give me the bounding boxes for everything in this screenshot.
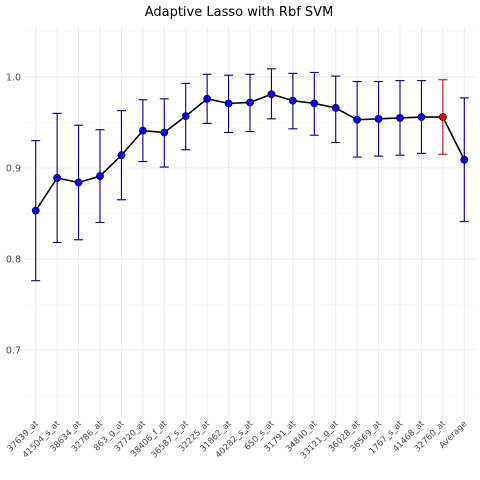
data-point xyxy=(310,99,319,108)
y-tick-label: 0.8 xyxy=(6,254,21,265)
data-point xyxy=(417,113,426,121)
x-axis-ticks: 37639_at41504_s_at38634_at32786_at863_g_… xyxy=(6,419,470,462)
data-point-highlight xyxy=(438,113,447,121)
data-point xyxy=(331,104,340,112)
data-point xyxy=(181,112,190,121)
data-point xyxy=(138,126,147,135)
data-point xyxy=(96,172,104,181)
data-point xyxy=(160,128,169,137)
data-point xyxy=(203,94,212,103)
data-point xyxy=(31,206,40,215)
y-tick-label: 1.0 xyxy=(6,73,21,84)
data-point xyxy=(288,96,297,105)
data-point xyxy=(246,98,254,107)
data-point xyxy=(117,151,126,160)
data-point xyxy=(396,114,404,122)
data-point xyxy=(53,174,62,182)
y-axis-ticks: 0.7 0.8 0.9 1.0 xyxy=(6,73,21,357)
data-point xyxy=(74,178,83,187)
data-point xyxy=(267,90,276,99)
chart-title: Adaptive Lasso with Rbf SVM xyxy=(145,5,334,20)
data-point xyxy=(460,155,469,164)
data-point xyxy=(353,115,362,124)
y-tick-label: 0.7 xyxy=(6,345,21,356)
point-layer xyxy=(31,90,469,215)
y-tick-label: 0.9 xyxy=(6,163,21,174)
data-point xyxy=(224,99,233,108)
data-point xyxy=(374,114,383,123)
